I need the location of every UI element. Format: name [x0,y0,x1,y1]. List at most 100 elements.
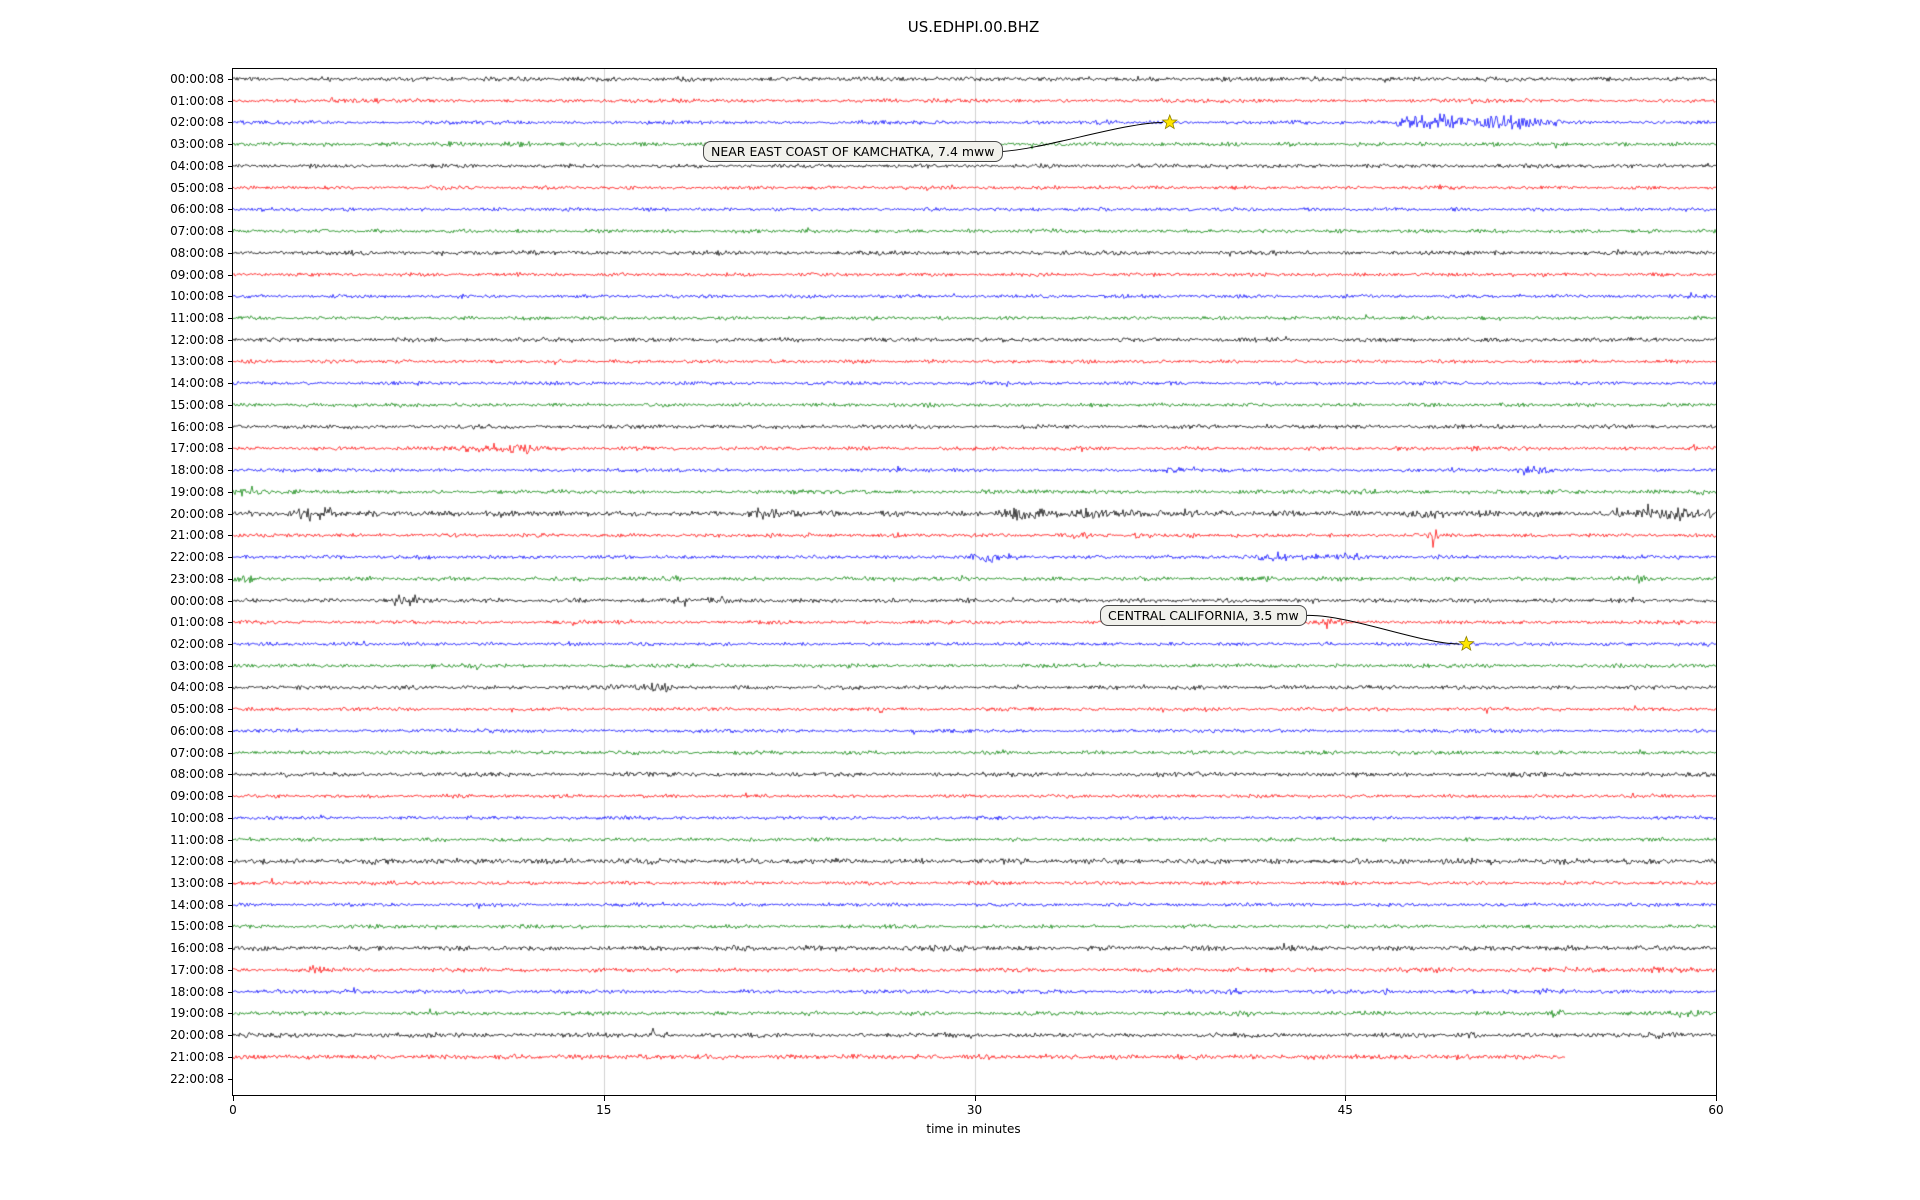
y-axis-label: 09:00:08 [170,267,224,282]
y-axis-label: 08:00:08 [170,245,224,260]
y-tick-mark [228,992,232,993]
y-tick-mark [228,514,232,515]
y-axis-label: 16:00:08 [170,419,224,434]
y-axis-label: 13:00:08 [170,876,224,890]
y-axis-label: 00:00:08 [170,72,224,86]
y-tick-mark [228,666,232,667]
y-tick-mark [228,687,232,688]
y-tick-mark [228,296,232,297]
y-tick-mark [228,144,232,145]
y-tick-mark [228,535,232,536]
y-axis-label: 20:00:08 [170,506,224,521]
y-tick-mark [228,79,232,80]
y-axis-label: 03:00:08 [170,658,224,673]
y-tick-mark [228,1013,232,1014]
y-axis-label: 05:00:08 [170,702,224,717]
y-tick-mark [228,122,232,123]
y-axis-label: 23:00:08 [170,571,224,586]
y-axis-label: 02:00:08 [170,636,224,651]
y-axis-label: 18:00:08 [170,463,224,478]
y-tick-mark [228,340,232,341]
x-tick-mark [1716,1096,1717,1101]
y-axis-label: 11:00:08 [170,832,224,847]
y-tick-mark [228,753,232,754]
y-tick-mark [228,840,232,841]
y-tick-mark [228,579,232,580]
y-axis-label: 14:00:08 [170,897,224,912]
y-tick-mark [228,926,232,927]
y-axis-label: 04:00:08 [170,680,224,695]
x-tick-mark [604,1096,605,1101]
y-axis-label: 10:00:08 [170,810,224,825]
y-tick-mark [228,209,232,210]
y-axis-label: 19:00:08 [170,484,224,499]
y-axis-label: 18:00:08 [170,984,224,999]
y-axis-label: 15:00:08 [170,397,224,412]
y-axis-label: 06:00:08 [170,723,224,738]
y-axis-label: 15:00:08 [170,919,224,934]
y-axis-label: 00:00:08 [170,593,224,608]
y-tick-mark [228,188,232,189]
y-tick-mark [228,427,232,428]
y-tick-mark [228,883,232,884]
y-axis-label: 21:00:08 [170,1049,224,1064]
y-tick-mark [228,318,232,319]
y-axis-label: 06:00:08 [170,202,224,217]
y-tick-mark [228,405,232,406]
annotation-kamchatka: NEAR EAST COAST OF KAMCHATKA, 7.4 mww [703,141,1003,162]
y-tick-mark [228,861,232,862]
annotation-central-california: CENTRAL CALIFORNIA, 3.5 mw [1100,605,1307,626]
y-axis-label: 19:00:08 [170,1006,224,1021]
x-tick-mark [1345,1096,1346,1101]
y-tick-mark [228,383,232,384]
x-tick-label: 15 [596,1103,612,1117]
y-tick-mark [228,1035,232,1036]
y-axis-label: 05:00:08 [170,180,224,195]
y-tick-mark [228,1057,232,1058]
y-axis-label: 17:00:08 [170,441,224,456]
y-axis-label: 14:00:08 [170,376,224,391]
y-axis-label: 12:00:08 [170,332,224,347]
y-axis-label: 03:00:08 [170,137,224,152]
y-axis-label: 10:00:08 [170,289,224,304]
y-axis-label: 09:00:08 [170,789,224,804]
y-tick-mark [228,731,232,732]
y-tick-mark [228,231,232,232]
y-axis-label: 11:00:08 [170,311,224,326]
y-tick-mark [228,1079,232,1080]
chart-title: US.EDHPI.00.BHZ [907,18,1040,36]
y-axis-label: 07:00:08 [170,745,224,760]
y-tick-mark [228,774,232,775]
x-tick-mark [233,1096,234,1101]
y-tick-mark [228,253,232,254]
y-axis-label: 16:00:08 [170,941,224,956]
y-axis-label: 12:00:08 [170,854,224,869]
y-tick-mark [228,601,232,602]
y-tick-mark [228,492,232,493]
y-tick-mark [228,796,232,797]
y-tick-mark [228,905,232,906]
y-tick-mark [228,166,232,167]
waveform-canvas [233,69,1716,1095]
y-tick-mark [228,557,232,558]
y-tick-mark [228,101,232,102]
x-tick-label: 30 [966,1103,983,1117]
x-tick-label: 45 [1337,1103,1353,1117]
y-tick-mark [228,818,232,819]
y-axis-label: 22:00:08 [170,550,224,565]
y-axis-label: 20:00:08 [170,1028,224,1043]
y-tick-mark [228,622,232,623]
y-axis-label: 07:00:08 [170,224,224,239]
x-tick-mark [975,1096,976,1101]
y-axis-label: 01:00:08 [170,93,224,108]
plot-area: NEAR EAST COAST OF KAMCHATKA, 7.4 mww CEN… [232,68,1717,1096]
y-axis-label: 22:00:08 [170,1071,224,1086]
y-axis-label: 04:00:08 [170,158,224,173]
y-axis-label: 13:00:08 [170,354,224,369]
y-tick-mark [228,709,232,710]
y-axis-label: 02:00:08 [170,115,224,130]
y-axis-label: 21:00:08 [170,528,224,543]
y-tick-mark [228,448,232,449]
x-tick-label: 0 [229,1103,237,1117]
